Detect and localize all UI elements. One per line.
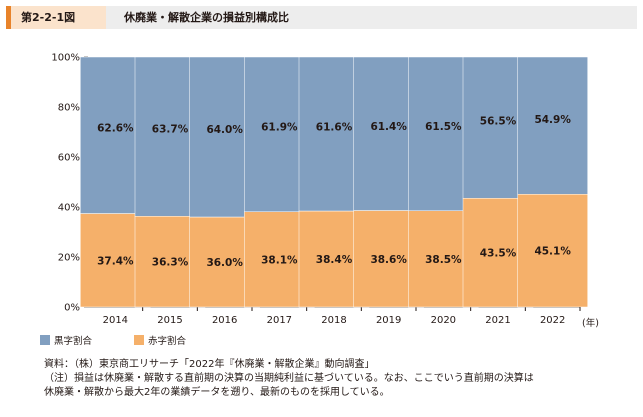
x-tick-label: 2021 (485, 315, 510, 326)
bar-data-label: 54.9% (534, 114, 571, 126)
bar-data-label: 38.1% (261, 254, 298, 266)
legend-label-red: 赤字割合 (148, 336, 187, 347)
y-tick-label: 60% (58, 153, 80, 164)
bar-data-label: 61.9% (261, 122, 298, 134)
y-tick-label: 0% (64, 303, 80, 314)
x-tick-label: 2016 (212, 315, 237, 326)
bar-data-label: 36.3% (152, 257, 189, 269)
bar-data-label: 61.6% (316, 121, 353, 133)
y-tick-label: 80% (58, 103, 80, 114)
header-accent-bar (6, 6, 11, 29)
legend-item-red: 赤字割合 (134, 333, 186, 347)
bar-data-label: 45.1% (534, 246, 571, 258)
bar-data-label: 63.7% (152, 124, 189, 136)
figure-header: 第2-2-1図 休廃業・解散企業の損益別構成比 (0, 6, 643, 29)
bar-segment-red (517, 194, 588, 308)
x-tick-label: 2014 (103, 315, 128, 326)
legend-swatch-red (134, 335, 144, 345)
bar-data-label: 62.6% (97, 122, 134, 134)
x-axis-unit: (年) (582, 317, 599, 329)
bar-data-label: 64.0% (206, 124, 243, 136)
x-tick-label: 2019 (376, 315, 401, 326)
bar-data-label: 61.5% (425, 121, 462, 133)
stacked-bar-chart: 0% 20% 40% 60% 80% 100% 37.4% 62.6% 2014 36.3% 63.… (51, 53, 599, 330)
legend-item-black: 黒字割合 (40, 333, 92, 347)
bar-data-label: 38.6% (370, 254, 407, 266)
footnote-line-2: 休廃業・解散から最大2年の業績データを遡り、最新のものを採用している。 (44, 387, 390, 398)
x-tick-label: 2018 (321, 315, 346, 326)
bar-data-label: 56.5% (480, 116, 517, 128)
bar-data-label: 36.0% (206, 257, 243, 269)
bar-segment-black (517, 56, 588, 195)
bar-data-label: 38.4% (316, 254, 353, 266)
bar-data-label: 43.5% (480, 248, 517, 260)
figure-title: 休廃業・解散企業の損益別構成比 (106, 6, 637, 29)
footnote-line-1: （注）損益は休廃業・解散する直前期の決算の当期純利益に基づいている。なお、ここで… (44, 373, 534, 384)
y-tick-label: 20% (58, 253, 80, 264)
y-tick-label: 100% (51, 53, 80, 64)
x-tick-label: 2022 (540, 315, 565, 326)
legend-swatch-black (40, 335, 50, 345)
x-tick-label: 2015 (157, 315, 182, 326)
x-tick-label: 2017 (267, 315, 292, 326)
figure-number: 第2-2-1図 (11, 6, 106, 29)
y-tick-label: 40% (58, 203, 80, 214)
x-tick-label: 2020 (431, 315, 456, 326)
legend-label-black: 黒字割合 (54, 336, 93, 347)
source-note: 資料：（株）東京商工リサーチ「2022年『休廃業・解散企業』動向調査」 (44, 359, 375, 370)
bar-data-label: 38.5% (425, 254, 462, 266)
notes-block: 資料：（株）東京商工リサーチ「2022年『休廃業・解散企業』動向調査」 （注）損… (44, 358, 639, 400)
bar-data-label: 37.4% (97, 255, 134, 267)
bar-data-label: 61.4% (370, 121, 407, 133)
